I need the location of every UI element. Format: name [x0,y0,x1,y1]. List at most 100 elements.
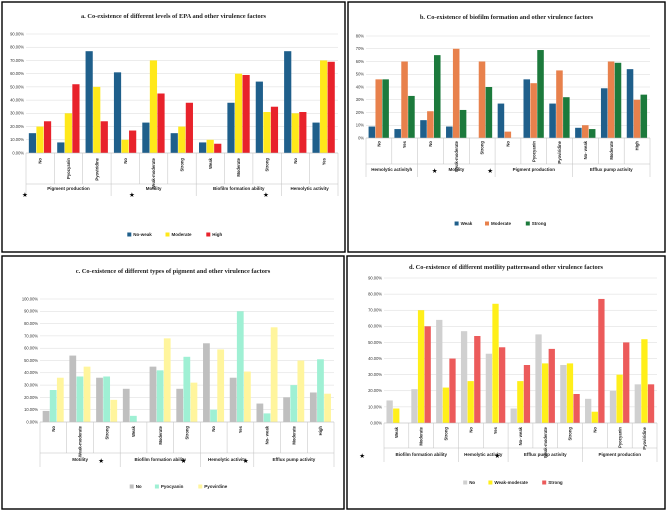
x-category-label: Moderate [291,425,296,444]
legend-label: No [136,484,142,489]
bar-strong [474,336,481,423]
bar-high [299,112,307,153]
bar-pyocyanin [183,356,191,422]
bar-strong [433,55,441,139]
y-tick-label: 10.00% [10,137,24,142]
y-tick-label: 90.00% [24,309,38,314]
bar-pyovirdine [244,371,251,422]
x-category-label: No [468,427,473,433]
bar-pyovirdine [270,327,278,422]
bar-moderate [36,126,44,153]
bar-pyovirdine [56,377,64,422]
bar-moderate [375,79,383,138]
legend-swatch [463,480,468,485]
x-category-label: Moderate [419,426,424,445]
group-label: Biofilm formation ability [213,186,265,191]
y-tick-label: 60.00% [24,346,38,351]
significance-star: ★ [22,191,28,199]
bar-strong [573,394,580,423]
panel-border [346,255,666,510]
panel-border [1,255,345,510]
y-tick-label: 0.00% [26,419,38,424]
bar-moderate [291,113,299,153]
x-category-label: Pyoviridine [557,140,562,163]
legend-label: Moderate [491,221,512,226]
bar-pyocyanin [236,311,244,422]
legend-swatch [525,221,530,226]
bar-no-weak [57,142,65,153]
bar-no-weak [113,72,122,153]
legend-swatch [485,221,489,226]
x-category-label: Weak [131,425,136,437]
significance-star: ★ [359,452,365,460]
legend-label: Strong [532,221,547,226]
y-tick-label: 0.00% [370,420,382,425]
bar-moderate [234,73,243,153]
x-category-label: Yes [321,157,326,165]
y-tick-label: 70.00% [24,333,38,338]
bar-no [411,389,418,423]
bar-strong [563,97,570,138]
x-category-label: Pyocyanin [617,427,622,448]
bar-pyovirdine [190,382,198,422]
bar-weak [523,79,531,138]
bar-no [485,353,493,423]
bar-pyocyanin [76,376,84,422]
y-tick-label: 80.00% [368,292,382,297]
significance-star: ★ [494,452,500,460]
bar-strong [588,129,596,138]
bar-pyovirdine [297,360,305,422]
bar-no-weak [85,51,93,153]
chart-panel-a: a. Co-existence of different levels of E… [1,1,346,253]
group-label: Pigment production [599,452,642,457]
bar-no [309,392,317,422]
y-tick-label: 80% [356,33,365,38]
bar-weak [368,126,376,138]
group-label: Hemolytic activityh [371,167,412,172]
x-category-label: No- weak [518,426,523,445]
bar-high [242,74,250,153]
x-category-label: High [318,426,323,436]
chart-title: c. Co-existence of different types of pi… [76,268,271,275]
significance-star: ★ [487,167,493,175]
bar-no [96,377,103,422]
bar-moderate [427,111,434,138]
bar-no [176,388,184,422]
bar-high [72,84,80,153]
x-category-label: No [376,141,381,147]
group-label: Motility [72,457,88,462]
x-category-label: Weak-moderate [78,425,83,457]
bar-pyocyanin [263,413,271,422]
bar-strong [647,384,655,423]
y-tick-label: 60.00% [10,71,24,76]
bar-no [460,331,468,423]
chart-title: d. Co-existence of different motility pa… [409,264,604,271]
bar-strong [485,87,493,138]
legend-swatch [542,480,547,485]
bar-moderate [93,86,101,153]
bar-weak [626,69,634,138]
y-tick-label: 90.00% [10,31,24,36]
y-tick-label: 10.00% [24,407,38,412]
bar-high [214,143,222,153]
legend-swatch [154,484,159,489]
bar-no [560,365,567,423]
y-tick-label: 40% [356,84,365,89]
bar-moderate [64,113,72,153]
bar-strong [640,94,648,138]
bar-moderate [607,61,615,138]
bar-strong [537,50,544,138]
chart-panel-c: c. Co-existence of different types of pi… [1,255,345,510]
x-category-label: Moderate [236,157,241,176]
y-tick-label: 50.00% [24,358,38,363]
legend-label: No [469,480,475,485]
bar-strong [614,62,622,138]
y-tick-label: 40.00% [10,98,24,103]
x-category-label: Pyocyanin [66,158,71,179]
bar-strong [459,109,467,138]
legend-label: Weak-moderate [494,480,528,485]
bar-strong [548,348,555,423]
chart-title: b. Co-existence of biofilm formation and… [420,14,594,21]
bar-pyocyanin [317,359,324,422]
significance-star: ★ [180,457,186,465]
